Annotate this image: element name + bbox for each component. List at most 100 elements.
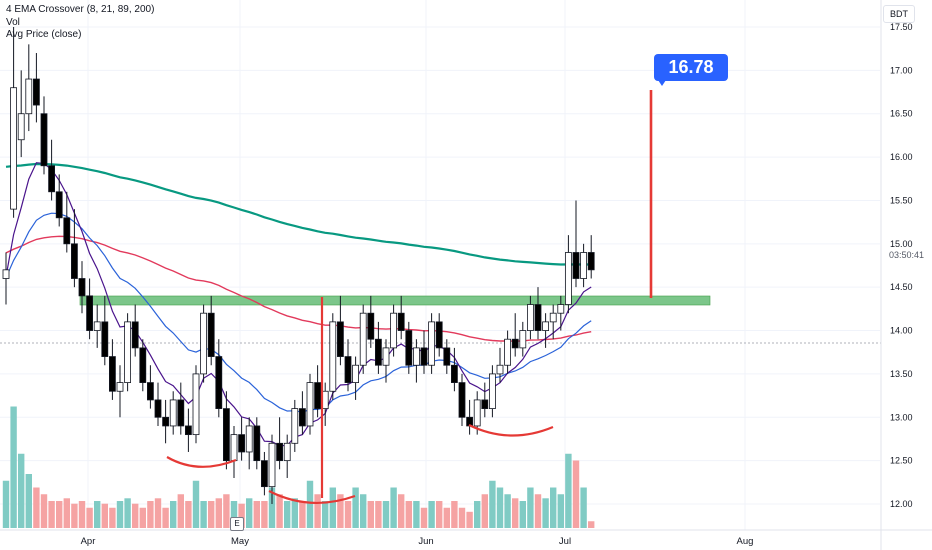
volume-bar xyxy=(78,501,86,528)
left-shoulder-curve xyxy=(166,456,237,468)
volume-bar xyxy=(63,498,70,528)
candle-up xyxy=(519,330,527,349)
avg-price-legend[interactable]: Avg Price (close) xyxy=(6,29,82,40)
candle-down xyxy=(534,304,542,331)
volume-bar xyxy=(291,498,298,528)
volume-bar xyxy=(550,487,557,528)
price-tick: 15.00 xyxy=(890,239,913,249)
candle-down xyxy=(587,252,595,271)
volume-bar xyxy=(375,501,382,528)
volume-bar xyxy=(170,501,177,528)
candle-down xyxy=(511,338,519,349)
candle-up xyxy=(291,408,299,444)
volume-bar xyxy=(56,501,63,528)
volume-bar xyxy=(25,474,32,528)
candle-up xyxy=(329,321,337,392)
volume-bar xyxy=(360,494,367,528)
legend: 4 EMA Crossover (8, 21, 89, 200) Vol Avg… xyxy=(6,4,154,42)
volume-bar xyxy=(382,501,390,528)
price-tick: 14.50 xyxy=(890,282,913,292)
price-tick: 17.00 xyxy=(890,65,913,75)
volume-bar xyxy=(10,406,17,528)
volume-bar xyxy=(329,487,336,528)
annotations xyxy=(166,90,653,504)
volume-bar xyxy=(48,501,55,528)
vol-legend[interactable]: Vol xyxy=(6,16,20,28)
candle-down xyxy=(184,425,192,436)
volume-bar xyxy=(451,501,458,528)
volume-bar xyxy=(276,494,283,528)
candle-up xyxy=(2,269,10,279)
currency-label[interactable]: BDT xyxy=(883,5,915,23)
volume-bar xyxy=(223,494,230,528)
candle-down xyxy=(146,382,154,401)
volume-bar xyxy=(238,503,245,528)
candle-down xyxy=(374,338,382,366)
volume-bar xyxy=(208,501,215,528)
volume-bar xyxy=(230,501,238,528)
volume-bar xyxy=(2,480,10,528)
candle-down xyxy=(435,321,443,349)
candle-down xyxy=(109,356,116,392)
volume-bar xyxy=(443,507,450,528)
volume-bar xyxy=(390,487,397,528)
volume-bar xyxy=(512,498,519,528)
candle-up xyxy=(580,252,587,279)
volume-bars xyxy=(2,406,595,528)
candle-down xyxy=(86,295,93,331)
volume-bar xyxy=(284,501,291,528)
grid xyxy=(0,0,881,530)
price-tick: 15.50 xyxy=(890,195,913,205)
candle-down xyxy=(215,356,223,409)
volume-bar xyxy=(405,501,412,528)
candle-down xyxy=(40,113,48,167)
volume-bar xyxy=(299,501,306,528)
candle-down xyxy=(222,408,230,462)
volume-bar xyxy=(398,494,405,528)
volume-bar xyxy=(33,487,40,528)
volume-bar xyxy=(534,494,542,528)
candle-up xyxy=(504,338,512,366)
ema-legend[interactable]: 4 EMA Crossover (8, 21, 89, 200) xyxy=(6,4,155,15)
time-tick: Jun xyxy=(418,536,433,547)
candle-up xyxy=(192,373,200,436)
volume-bar xyxy=(101,503,108,528)
candle-down xyxy=(458,382,466,418)
candle-up xyxy=(359,312,367,366)
candle-up xyxy=(306,382,314,427)
price-tick: 14.00 xyxy=(890,326,913,336)
volume-bar xyxy=(474,501,481,528)
candle-down xyxy=(154,399,162,418)
candle-up xyxy=(169,399,177,427)
candle-down xyxy=(238,434,246,453)
volume-bar xyxy=(337,494,344,528)
candle-up xyxy=(496,364,504,375)
candle-down xyxy=(177,399,185,427)
candle-up xyxy=(283,442,291,462)
candles xyxy=(2,27,595,504)
volume-bar xyxy=(527,487,534,528)
price-tick: 12.50 xyxy=(890,456,913,466)
volume-bar xyxy=(481,494,488,528)
volume-bar xyxy=(40,494,48,528)
volume-bar xyxy=(94,501,101,528)
volume-bar xyxy=(132,503,139,528)
candle-down xyxy=(450,364,458,383)
candle-up xyxy=(25,78,33,115)
head-curve xyxy=(268,490,356,504)
candle-up xyxy=(488,373,496,409)
candle-up xyxy=(200,312,208,375)
volume-bar xyxy=(588,521,595,528)
volume-bar xyxy=(268,487,276,528)
candle-down xyxy=(139,347,147,383)
volume-bar xyxy=(557,494,564,528)
right-shoulder-curve xyxy=(468,424,554,437)
price-tick: 13.00 xyxy=(890,412,913,422)
volume-bar xyxy=(261,501,268,528)
earnings-marker[interactable]: E xyxy=(230,517,244,531)
candle-down xyxy=(131,321,139,349)
volume-bar xyxy=(18,453,25,528)
volume-bar xyxy=(109,507,116,528)
volume-bar xyxy=(139,507,146,528)
